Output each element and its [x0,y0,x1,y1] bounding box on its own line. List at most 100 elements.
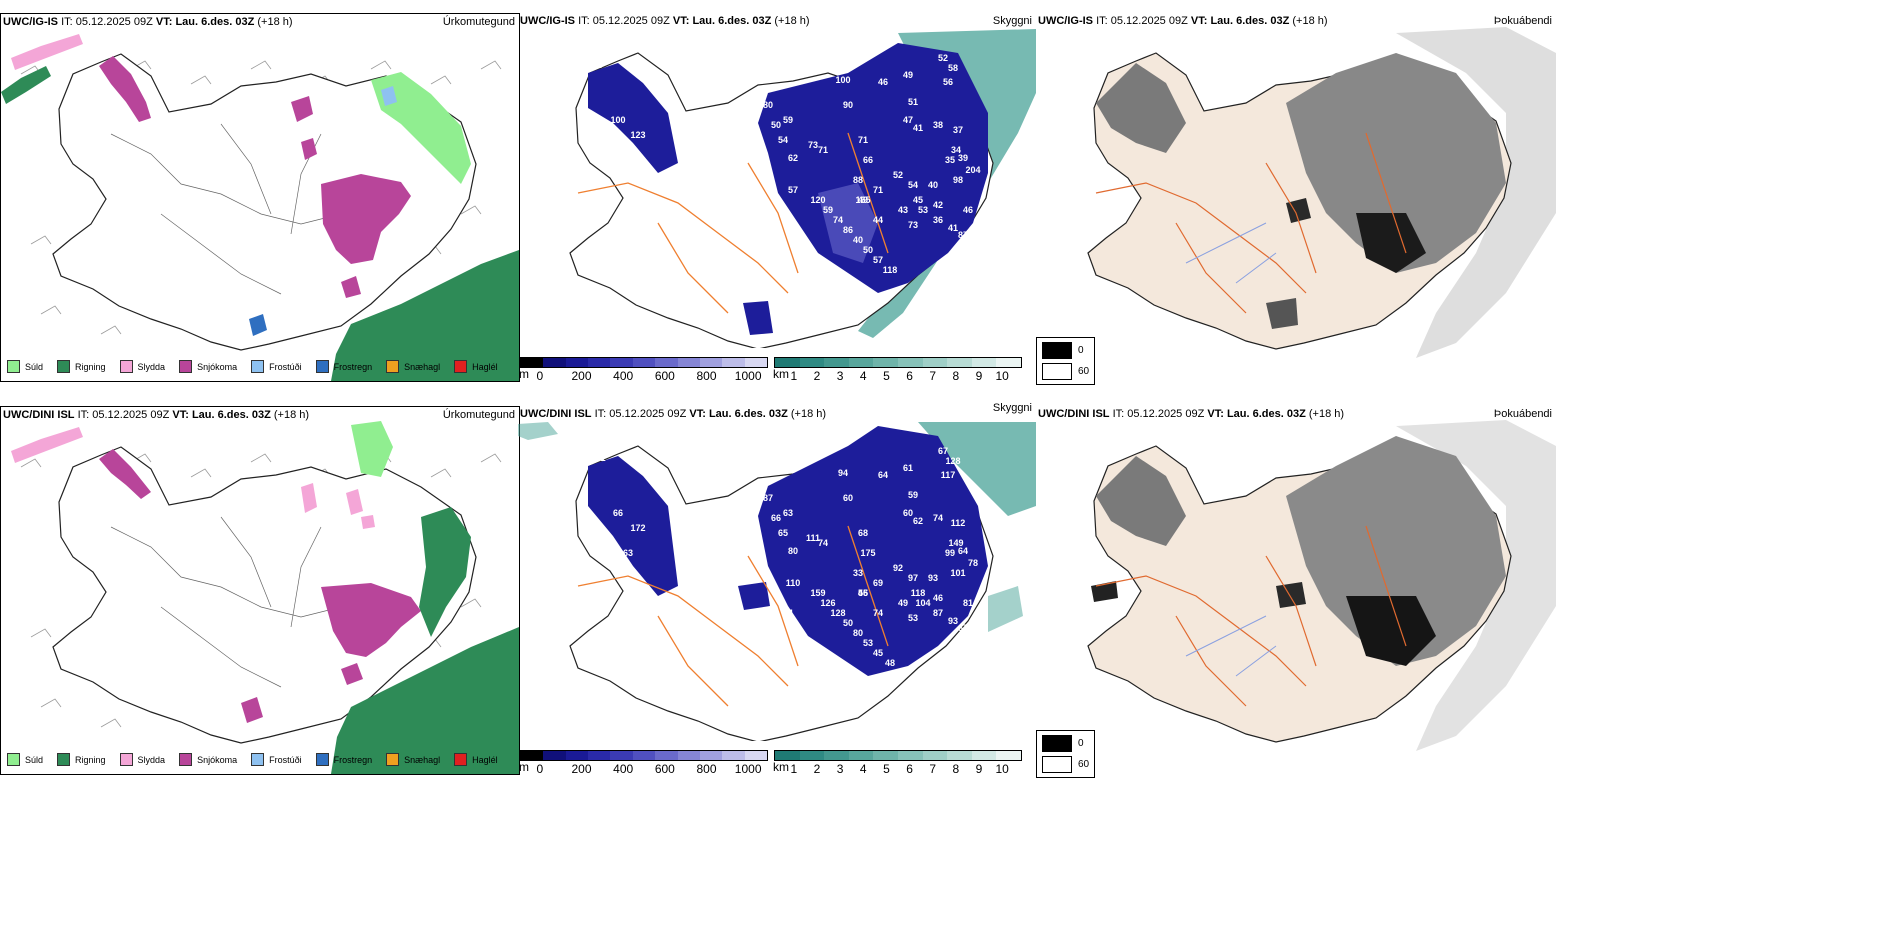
cloud-base-value-label: 44 [873,215,883,225]
cloud-base-value-label: 50 [843,618,853,628]
cloud-base-value-label: 35 [945,155,955,165]
lead-time: (+18 h) [1308,408,1345,420]
colorbar-cell [824,751,849,760]
panel-type-title: Úrkomutegund [442,16,515,28]
visibility-colorbar: 1 2 3 4 5 6 7 8 9 10 km [773,750,1022,776]
panel-header: UWC/IG-IS IT: 05.12.2025 09Z VT: Lau. 6.… [3,14,293,30]
cloud-base-value-label: 45 [913,195,923,205]
vt-value: Lau. 6.des. 03Z [1210,15,1290,27]
cloud-base-value-label: 36 [933,215,943,225]
cloud-base-value-label: 112 [951,518,966,528]
legend-item: Súld [7,360,43,373]
cloud-base-value-label: 92 [893,563,903,573]
fog-legend-black-label: 0 [1078,738,1084,749]
cloud-base-value-label: 111 [806,533,820,543]
colorbar-tick: 7 [929,369,937,383]
cloud-base-value-label: 86 [843,225,853,235]
colorbar-cell [677,358,700,367]
cloud-base-value-label: 128 [830,608,845,618]
cloud-base-value-label: 104 [915,598,930,608]
cloud-base-value-label: 74 [818,538,828,548]
fog-legend-row: 60 [1042,363,1089,380]
colorbar-tick: 2 [813,369,821,383]
cloud-base-colorbar: 0 200 400 600 800 1000 m [519,750,768,776]
cloud-base-value-label: 118 [883,265,898,275]
cloud-base-value-label: 66 [771,513,781,523]
colorbar-cell [971,358,997,367]
panel-type-title: Þokuábendi [1493,408,1552,420]
cloud-base-value-label: 74 [783,608,793,618]
panel-header: UWC/DINI ISL IT: 05.12.2025 09Z VT: Lau.… [3,407,309,423]
colorbar-ticks: 1 2 3 4 5 6 7 8 9 10 [774,368,1022,383]
cloud-base-value-label: 81 [963,598,973,608]
legend-swatch [7,360,20,373]
fog-map [1087,27,1556,358]
cloud-base-value-label: 56 [943,77,953,87]
it-label: IT: [578,15,590,27]
panel-type-title: Úrkomutegund [442,409,515,421]
colorbar-tick: 600 [654,369,675,383]
legend-swatch [454,360,468,373]
legend-swatch [119,753,133,766]
colorbar-cell [543,358,566,367]
colorbar-tick: 2 [813,762,821,776]
legend-item: Snæhagl [386,360,440,373]
legend-label: Súld [25,361,44,372]
colorbar-cell [588,751,611,760]
colorbar-cell [632,751,656,760]
colorbar-cell [799,751,825,760]
cloud-base-value-label: 39 [958,153,968,163]
legend-swatch [179,753,193,766]
it-label: IT: [1112,408,1125,420]
cloud-base-value-label: 74 [623,155,633,165]
cloud-base-value-label: 42 [933,200,943,210]
cloud-base-value-label: 54 [778,135,788,145]
panel-type-title: Skyggni [992,15,1032,27]
fog-legend-row: 0 [1042,735,1089,752]
vt-value: Lau. 6.des. 03Z [191,409,271,421]
colorbar-cell [521,751,544,760]
it-value: 05.12.2025 09Z [75,16,153,28]
colorbar-unit: m [519,367,529,381]
cloud-base-value-label: 172 [630,523,645,533]
vt-value: Lau. 6.des. 03Z [708,408,788,420]
colorbar-tick: 10 [995,762,1009,776]
cloud-base-value-label: 73 [908,220,918,230]
lead-time: (+18 h) [1292,15,1328,27]
vt-label: VT: [689,408,706,420]
cloud-base-value-label: 101 [590,453,605,463]
cloud-base-value-label: 68 [858,528,868,538]
colorbar-cell [655,751,678,760]
fog-legend-black-swatch [1042,735,1072,752]
model-name: UWC/DINI ISL [1038,408,1110,420]
it-label: IT: [594,408,607,420]
colorbar-cell [922,751,948,760]
legend-item: Snæhagl [386,753,440,766]
colorbar-cell [699,358,723,367]
legend-item: Súld [7,753,43,766]
colorbar-cell [848,751,874,760]
colorbar-cell [897,751,923,760]
cloud-base-value-label: 57 [873,255,883,265]
cloud-base-value-label: 50 [771,120,781,130]
colorbar-tick: 5 [883,762,890,776]
model-name: UWC/IG-IS [1038,15,1093,27]
legend-label: Súld [25,754,44,765]
fog-panel-row1: UWC/IG-IS IT: 05.12.2025 09Z VT: Lau. 6.… [1036,13,1556,380]
legend-item: Rigning [57,360,106,373]
colorbar-cell [722,751,745,760]
cloud-base-value-label: 74 [933,513,943,523]
fog-legend-white-label: 60 [1078,366,1090,377]
legend-item: Snjókoma [179,753,237,766]
cloud-base-value-label: 59 [823,205,833,215]
legend-item: Rigning [57,753,106,766]
vt-value: Lau. 6.des. 03Z [692,15,772,27]
colorbar-tick: 9 [975,762,983,776]
legend-label: Frostúði [269,754,302,765]
cloud-base-value-label: 149 [948,538,963,548]
precip-panel-row2: UWC/DINI ISL IT: 05.12.2025 09Z VT: Lau.… [0,406,520,775]
cloud-base-value-label: 90 [843,100,853,110]
cloud-base-value-label: 46 [858,588,868,598]
colorbar-cells [774,750,1022,761]
legend-label: Rigning [75,754,106,765]
